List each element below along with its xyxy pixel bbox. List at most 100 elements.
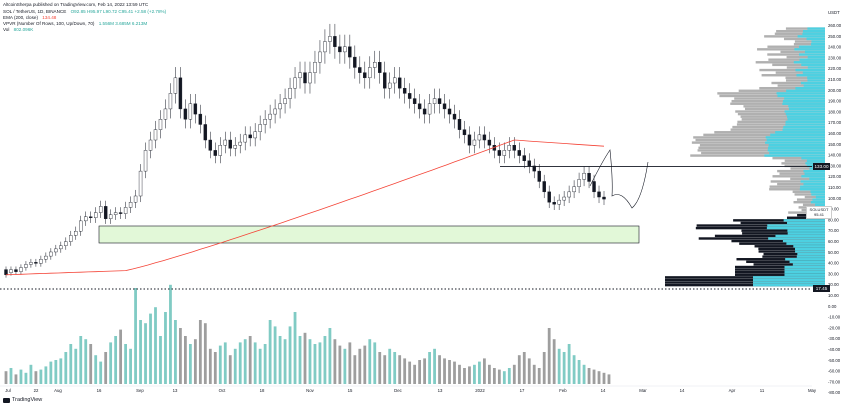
volume-bar bbox=[94, 355, 97, 384]
profile-row-down bbox=[786, 242, 825, 244]
volume-bar bbox=[114, 336, 117, 384]
profile-row-down bbox=[796, 74, 825, 76]
price-tick-label: 100.00 bbox=[828, 196, 842, 201]
candle-body bbox=[393, 78, 396, 83]
volume-bar bbox=[423, 358, 426, 384]
profile-row-down bbox=[764, 154, 825, 156]
resistance-price-tag: 133.00 bbox=[813, 163, 830, 170]
volume-bar bbox=[194, 339, 197, 384]
profile-row-down bbox=[800, 188, 825, 190]
volume-bar bbox=[463, 368, 466, 384]
volume-bar bbox=[219, 346, 222, 384]
price-tick-label: 30.00 bbox=[828, 271, 839, 276]
tradingview-logo[interactable]: TradingView bbox=[3, 397, 42, 403]
volume-indicator-line[interactable]: Vol 802.096K bbox=[3, 27, 36, 33]
profile-row-down bbox=[797, 255, 825, 257]
volume-bar bbox=[343, 349, 346, 384]
volume-bar bbox=[35, 371, 38, 384]
volume-profile bbox=[665, 27, 825, 286]
profile-row-down bbox=[753, 276, 825, 278]
volume-bar bbox=[438, 355, 441, 384]
candle-body bbox=[144, 150, 147, 171]
candle-body bbox=[169, 93, 172, 109]
candle-body bbox=[413, 99, 416, 104]
candle-body bbox=[588, 173, 591, 181]
vol-label[interactable]: Vol bbox=[3, 27, 9, 32]
candle-body bbox=[89, 217, 92, 218]
candle-body bbox=[473, 140, 476, 145]
price-tick-label: 180.00 bbox=[828, 109, 842, 114]
volume-bar bbox=[259, 349, 262, 384]
candle-body bbox=[64, 242, 67, 246]
price-tick-label: 260.00 bbox=[828, 23, 842, 28]
candle-body bbox=[19, 268, 22, 272]
candle-body bbox=[249, 135, 252, 138]
candle-body bbox=[204, 124, 207, 140]
volume-bar bbox=[164, 312, 167, 384]
candle-body bbox=[289, 88, 292, 98]
price-tick-label: 70.00 bbox=[828, 228, 839, 233]
candle-body bbox=[388, 83, 391, 88]
candle-body bbox=[598, 192, 601, 197]
candle-body bbox=[518, 150, 521, 155]
price-axis-currency: USDT bbox=[828, 10, 840, 15]
ohlc-values: O92.85 H95.97 L90.72 C95.41 +2.58 (+2.78… bbox=[71, 9, 167, 14]
profile-row-down bbox=[788, 232, 825, 234]
candle-body bbox=[498, 150, 501, 155]
profile-row-down bbox=[801, 82, 825, 84]
candle-body bbox=[279, 104, 282, 109]
volume-bar bbox=[239, 342, 242, 384]
candle-body bbox=[443, 104, 446, 109]
candle-body bbox=[49, 252, 52, 256]
volume-bar bbox=[388, 349, 391, 384]
volume-bar bbox=[129, 349, 132, 384]
price-axis: 260.00 250.00 240.00 230.00 220.00 210.00 200.… bbox=[828, 10, 842, 395]
candle-body bbox=[29, 262, 32, 264]
candle-body bbox=[284, 99, 287, 104]
candle-body bbox=[338, 47, 341, 52]
volume-bar bbox=[383, 355, 386, 384]
time-axis: Jul 22 Aug 16 Sep 13 Oct 18 Nov 15 Dec 13 2022 17 Feb 1… bbox=[0, 386, 817, 393]
price-tick-label: 240.00 bbox=[828, 45, 842, 50]
tradingview-icon bbox=[3, 398, 10, 403]
candle-body bbox=[353, 57, 356, 67]
candle-body bbox=[14, 270, 17, 272]
profile-row-down bbox=[783, 100, 825, 102]
profile-row-down bbox=[787, 115, 825, 117]
profile-row-down bbox=[783, 240, 825, 242]
candle-body bbox=[299, 73, 302, 78]
price-tick-label: -30.00 bbox=[828, 336, 841, 341]
profile-row-down bbox=[808, 66, 825, 68]
volume-bar bbox=[503, 371, 506, 384]
volume-bar bbox=[563, 352, 566, 384]
profile-row-down bbox=[786, 121, 825, 123]
time-tick-label: Nov bbox=[306, 388, 314, 393]
time-tick-label: 14 bbox=[601, 388, 606, 393]
volume-bar bbox=[398, 355, 401, 384]
candle-body bbox=[368, 67, 371, 77]
volume-bar bbox=[538, 368, 541, 384]
ema-label[interactable]: EMA (200, close) bbox=[3, 15, 38, 20]
volume-bar bbox=[319, 342, 322, 384]
profile-row-down bbox=[793, 263, 825, 265]
candle-body bbox=[104, 206, 107, 218]
volume-bar bbox=[593, 370, 596, 384]
volume-bar bbox=[20, 370, 23, 384]
candle-body bbox=[468, 135, 471, 145]
candle-body bbox=[328, 36, 331, 41]
candle-body bbox=[398, 78, 401, 88]
profile-row-down bbox=[782, 103, 825, 105]
volume-bar bbox=[338, 346, 341, 384]
candle-body bbox=[234, 145, 237, 148]
volume-bar bbox=[353, 355, 356, 384]
profile-row-down bbox=[809, 178, 825, 180]
candle-body bbox=[573, 187, 576, 192]
volume-bar bbox=[144, 323, 147, 384]
symbol-name[interactable]: SOL / TetherUS, 1D, BINANCE bbox=[3, 9, 66, 14]
vpvr-label[interactable]: VPVR (Number Of Rows, 100, Up/Down, 70) bbox=[3, 21, 94, 26]
candle-body bbox=[478, 135, 481, 140]
profile-row-down bbox=[795, 248, 825, 250]
volume-bar bbox=[309, 339, 312, 384]
volume-bar bbox=[294, 312, 297, 384]
